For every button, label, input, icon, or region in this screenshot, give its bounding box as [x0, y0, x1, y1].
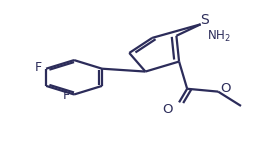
Text: S: S: [200, 13, 209, 27]
Text: F: F: [63, 89, 70, 102]
Text: F: F: [35, 61, 42, 74]
Text: NH$_2$: NH$_2$: [206, 28, 230, 44]
Text: O: O: [162, 103, 173, 116]
Text: O: O: [220, 82, 230, 95]
